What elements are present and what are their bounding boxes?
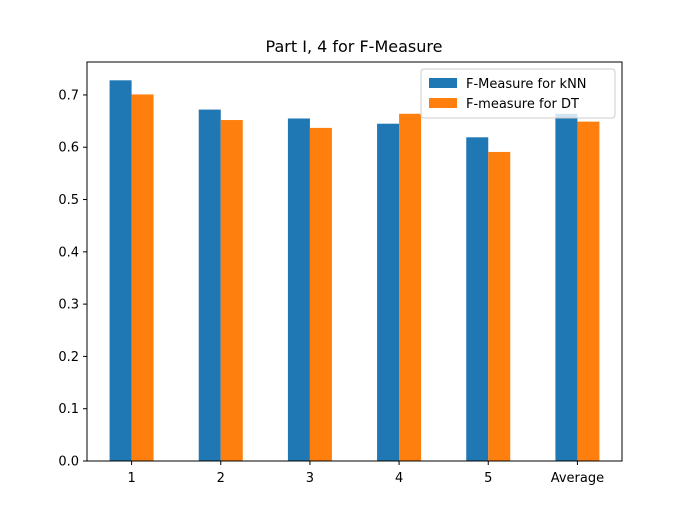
bar-knn-3 xyxy=(287,118,310,462)
x-axis: 1 2 3 4 5 Average xyxy=(127,461,604,486)
legend-box xyxy=(420,68,616,119)
y-tick-label: 0.7 xyxy=(58,88,79,103)
legend-swatch-dt xyxy=(429,98,457,108)
y-tick-label: 0.6 xyxy=(58,141,79,156)
bar-dt-average xyxy=(577,121,600,461)
x-tick-label: 4 xyxy=(395,471,403,486)
x-tick-label: 2 xyxy=(217,471,225,486)
bar-dt-3 xyxy=(309,127,332,462)
bar-knn-2 xyxy=(198,109,221,461)
y-tick-label: 0.5 xyxy=(58,193,79,208)
plot-frame xyxy=(86,61,623,462)
x-tick-label: 1 xyxy=(127,471,135,486)
bars xyxy=(109,80,600,462)
y-tick-label: 0.4 xyxy=(58,245,79,260)
legend-swatch-knn xyxy=(429,78,457,88)
bar-dt-2 xyxy=(220,120,243,461)
y-axis: 0.0 0.1 0.2 0.3 0.4 0.5 0.6 0.7 xyxy=(58,88,87,470)
x-tick-label: 5 xyxy=(484,471,492,486)
y-tick-label: 0.0 xyxy=(58,455,79,470)
bar-dt-5 xyxy=(488,151,511,462)
bar-knn-4 xyxy=(377,123,400,461)
chart-title: Part I, 4 for F-Measure xyxy=(266,37,443,56)
bar-dt-1 xyxy=(131,94,154,461)
legend-label-knn: F-Measure for kNN xyxy=(466,77,587,92)
legend: F-Measure for kNN F-measure for DT xyxy=(420,68,616,119)
bar-knn-5 xyxy=(466,137,489,462)
bar-knn-1 xyxy=(109,80,132,462)
bar-dt-4 xyxy=(399,113,422,462)
y-tick-label: 0.1 xyxy=(58,402,79,417)
bar-knn-average xyxy=(555,113,578,462)
x-tick-label: Average xyxy=(551,471,604,486)
y-tick-label: 0.2 xyxy=(58,350,79,365)
legend-label-dt: F-measure for DT xyxy=(466,97,579,112)
y-tick-label: 0.3 xyxy=(58,298,79,313)
x-tick-label: 3 xyxy=(306,471,314,486)
